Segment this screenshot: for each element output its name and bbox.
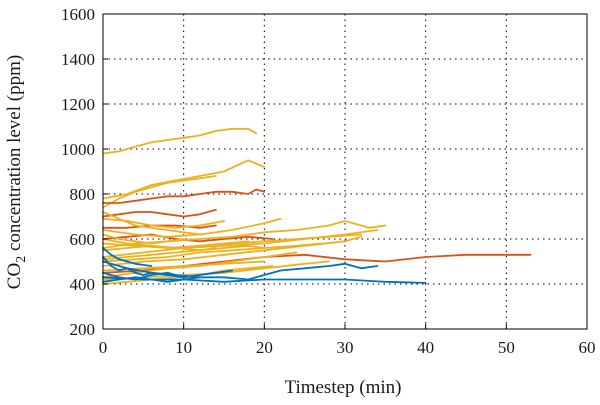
x-tick-label: 20 xyxy=(256,338,273,357)
y-tick-label: 1000 xyxy=(61,140,95,159)
series-line-orange-6 xyxy=(102,224,217,229)
data-series xyxy=(102,127,532,285)
series-line-yellow-1 xyxy=(102,127,258,155)
x-tick-label: 50 xyxy=(498,338,515,357)
x-tick-labels: 0 10 20 30 40 50 60 xyxy=(99,338,596,357)
x-tick-label: 30 xyxy=(337,338,354,357)
x-tick-label: 40 xyxy=(417,338,434,357)
grid-lines xyxy=(103,14,587,329)
x-tick-label: 0 xyxy=(99,338,108,357)
plot-frame xyxy=(102,13,588,330)
y-tick-label: 200 xyxy=(70,320,96,339)
y-tick-label: 800 xyxy=(70,185,96,204)
x-tick-label: 10 xyxy=(175,338,192,357)
series-line-yellow-16 xyxy=(102,211,201,236)
y-axis-label-subscript: 2 xyxy=(14,256,29,263)
y-tick-label: 400 xyxy=(70,275,96,294)
series-line-yellow-24 xyxy=(102,244,266,261)
series-line-yellow-23 xyxy=(102,233,363,249)
series-line-yellow-2 xyxy=(102,159,266,200)
y-tick-label: 600 xyxy=(70,230,96,249)
y-tick-label: 1600 xyxy=(61,5,95,24)
series-line-yellow-3 xyxy=(102,175,217,209)
axes xyxy=(102,13,588,330)
series-line-yellow-20 xyxy=(102,233,185,245)
y-tick-labels: 200 400 600 800 1000 1200 1400 1600 xyxy=(61,5,95,339)
x-tick-label: 60 xyxy=(579,338,596,357)
y-axis-label-main: CO xyxy=(4,263,25,289)
x-axis-label: Timestep (min) xyxy=(285,377,402,398)
y-axis-label: CO2 concentration level (ppm) xyxy=(4,55,29,289)
y-tick-label: 1200 xyxy=(61,95,95,114)
series-line-blue-29 xyxy=(102,247,153,267)
series-line-yellow-13 xyxy=(102,235,363,267)
y-tick-label: 1400 xyxy=(61,50,95,69)
series-line-orange-4 xyxy=(102,188,266,204)
series-line-orange-5 xyxy=(102,208,217,218)
series-line-yellow-19 xyxy=(102,242,322,263)
series-line-blue-30 xyxy=(102,276,201,283)
y-axis-label-rest: concentration level (ppm) xyxy=(4,55,25,256)
